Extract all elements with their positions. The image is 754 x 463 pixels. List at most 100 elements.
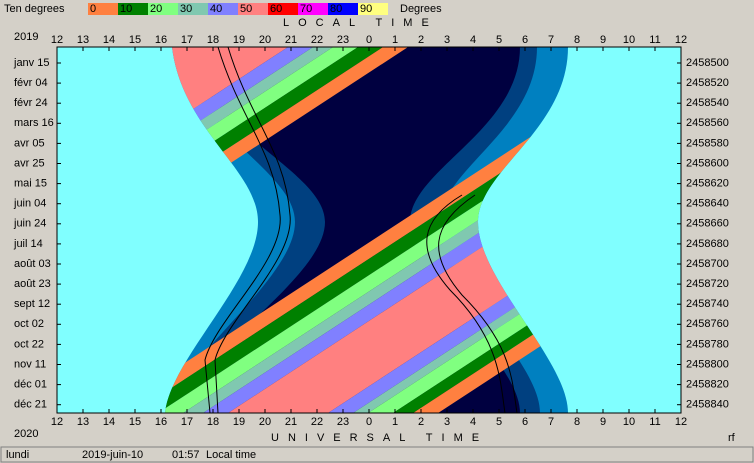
top-hour-label: 3	[444, 34, 450, 46]
date-label: oct 02	[14, 318, 44, 330]
date-label: mars 16	[14, 117, 54, 129]
status-mode: Local time	[206, 449, 256, 461]
bottom-hour-label: 9	[600, 416, 606, 428]
top-hour-label: 22	[311, 34, 323, 46]
top-hour-label: 14	[103, 34, 115, 46]
jd-label: 2458820	[686, 379, 729, 391]
jd-label: 2458780	[686, 338, 729, 350]
legend-step: 30	[180, 3, 192, 15]
status-panel	[0, 446, 754, 463]
bottom-hour-label: 19	[233, 416, 245, 428]
date-label: juin 24	[13, 218, 46, 230]
moon-band	[353, 47, 568, 413]
top-hour-label: 2	[418, 34, 424, 46]
top-hour-label: 1	[392, 34, 398, 46]
top-hour-label: 6	[522, 34, 528, 46]
moon-band	[165, 47, 384, 413]
bottom-hour-label: 12	[675, 416, 687, 428]
bottom-hour-label: 23	[337, 416, 349, 428]
jd-label: 2458660	[686, 218, 729, 230]
bottom-hour-label: 20	[259, 416, 271, 428]
moon-band	[165, 47, 568, 413]
date-label: août 23	[14, 278, 51, 290]
date-label: avr 05	[14, 137, 45, 149]
corner-label: rf	[728, 432, 736, 444]
top-hour-label: 8	[574, 34, 580, 46]
top-axis-title: LOCAL TIME	[283, 17, 438, 29]
legend-swatch	[208, 3, 238, 15]
legend-step: 80	[330, 3, 342, 15]
top-hour-label: 15	[129, 34, 141, 46]
jd-label: 2458520	[686, 77, 729, 89]
moon-band	[165, 47, 568, 413]
legend-swatch	[328, 3, 358, 15]
legend-step: 60	[270, 3, 282, 15]
top-hour-label: 20	[259, 34, 271, 46]
top-hour-label: 7	[548, 34, 554, 46]
bottom-hour-label: 8	[574, 416, 580, 428]
date-label: mai 15	[14, 178, 47, 190]
legend-title: Ten degrees	[4, 3, 65, 15]
date-label: juil 14	[13, 238, 43, 250]
jd-label: 2458700	[686, 258, 729, 270]
top-hour-label: 12	[675, 34, 687, 46]
moon-band	[165, 47, 409, 413]
jd-label: 2458680	[686, 238, 729, 250]
date-label: nov 11	[14, 358, 46, 370]
jd-label: 2458640	[686, 198, 729, 210]
top-hour-label: 10	[623, 34, 635, 46]
top-hour-label: 21	[285, 34, 297, 46]
legend-swatch	[298, 3, 328, 15]
bottom-hour-label: 4	[470, 416, 476, 428]
date-label: sept 12	[14, 298, 50, 310]
bottom-hour-label: 15	[129, 416, 141, 428]
legend-swatch	[238, 3, 268, 15]
moon-curve	[214, 46, 291, 414]
bottom-hour-label: 1	[392, 416, 398, 428]
legend-step: 40	[210, 3, 222, 15]
bottom-hour-label: 3	[444, 416, 450, 428]
legend-swatch	[148, 3, 178, 15]
date-label: août 03	[14, 258, 51, 270]
bottom-hour-label: 7	[548, 416, 554, 428]
bottom-hour-label: 13	[77, 416, 89, 428]
date-label: févr 24	[14, 97, 48, 109]
moon-curve	[438, 194, 518, 414]
date-label: févr 04	[14, 77, 48, 89]
date-label: déc 21	[14, 399, 47, 411]
top-year: 2019	[14, 31, 38, 43]
date-label: déc 01	[14, 379, 47, 391]
jd-label: 2458600	[686, 157, 729, 169]
legend-swatch	[178, 3, 208, 15]
bottom-hour-label: 14	[103, 416, 115, 428]
bottom-hour-label: 11	[649, 416, 660, 428]
top-hour-label: 0	[366, 34, 372, 46]
moon-band	[328, 47, 568, 413]
legend-swatch	[118, 3, 148, 15]
legend-step: 20	[150, 3, 162, 15]
bottom-year: 2020	[14, 428, 38, 440]
legend-step: 70	[300, 3, 312, 15]
legend-swatch	[268, 3, 298, 15]
status-day: lundi	[6, 449, 29, 461]
bottom-hour-label: 2	[418, 416, 424, 428]
jd-label: 2458840	[686, 399, 729, 411]
jd-label: 2458620	[686, 178, 729, 190]
date-label: oct 22	[14, 338, 44, 350]
bottom-axis-title: UNIVERSAL TIME	[271, 432, 488, 444]
legend-step: 0	[90, 3, 96, 15]
status-time: 01:57	[172, 449, 200, 461]
legend-unit: Degrees	[400, 3, 442, 15]
legend-swatch	[358, 3, 388, 15]
top-hour-label: 9	[600, 34, 606, 46]
jd-label: 2458740	[686, 298, 729, 310]
bottom-hour-label: 21	[285, 416, 297, 428]
top-hour-label: 4	[470, 34, 476, 46]
top-hour-label: 17	[181, 34, 193, 46]
jd-label: 2458500	[686, 57, 729, 69]
jd-label: 2458800	[686, 358, 729, 370]
top-hour-label: 13	[77, 34, 89, 46]
bottom-hour-label: 5	[496, 416, 502, 428]
bottom-hour-label: 10	[623, 416, 635, 428]
